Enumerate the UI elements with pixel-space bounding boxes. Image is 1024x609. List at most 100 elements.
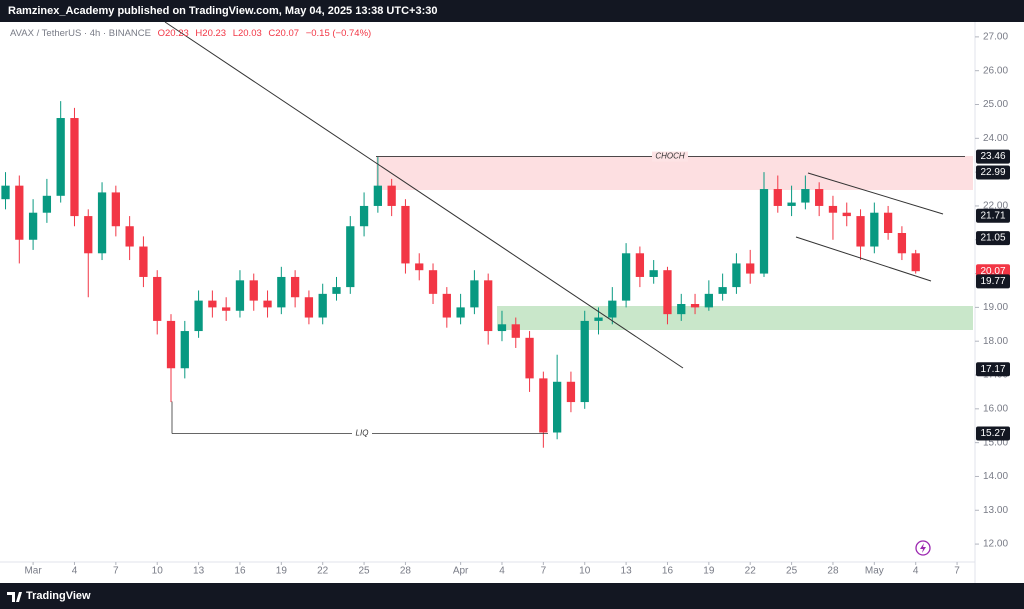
- candle-body: [842, 212, 851, 217]
- candle-body: [470, 280, 479, 308]
- ohlc-low: L20.03: [232, 28, 262, 39]
- x-tick-label: 7: [541, 566, 547, 577]
- choch-zone: [376, 156, 973, 190]
- candle-body: [677, 304, 686, 315]
- candle-body: [428, 270, 438, 294]
- candle-body: [70, 118, 79, 217]
- candle-body: [125, 226, 134, 247]
- alert-icon[interactable]: [915, 540, 931, 556]
- candle-body: [97, 192, 107, 254]
- candle-body: [84, 216, 93, 254]
- candle-body: [139, 246, 148, 277]
- wedge-line: [795, 236, 932, 282]
- candle-body: [801, 189, 810, 203]
- candle-body: [911, 253, 920, 272]
- candles: [1, 101, 920, 448]
- price-mark: [976, 426, 1010, 441]
- choch-label-bg: [652, 151, 688, 162]
- candle-body: [359, 205, 369, 227]
- price-mark-label: 17.17: [980, 364, 1005, 375]
- candle-body: [166, 320, 176, 369]
- candle-body: [346, 226, 355, 288]
- candle-body: [373, 185, 383, 206]
- x-tick-label: 7: [113, 566, 119, 577]
- candle-body: [456, 307, 465, 318]
- candle-body: [897, 232, 907, 254]
- candle-body: [263, 300, 272, 308]
- y-tick-label: 22.00: [983, 201, 1008, 212]
- candle-body: [525, 337, 534, 379]
- candle-body: [815, 189, 824, 206]
- x-tick-label: 28: [400, 566, 412, 577]
- x-tick-label: May: [865, 566, 884, 577]
- candle-body: [290, 276, 300, 298]
- candle-body: [856, 216, 865, 247]
- candle-body: [277, 276, 286, 308]
- candle-body: [566, 381, 576, 403]
- wedge-line: [807, 172, 944, 215]
- alert-icon-bolt: [920, 543, 926, 553]
- candle-body: [304, 297, 314, 318]
- candle-body: [828, 205, 838, 213]
- candle-body: [208, 300, 217, 308]
- y-tick-label: 24.00: [983, 133, 1008, 144]
- x-tick-label: 22: [745, 566, 757, 577]
- price-mark: [976, 274, 1010, 289]
- price-mark-label: 23.46: [980, 151, 1005, 162]
- candle-body: [870, 212, 879, 247]
- y-tick-label: 18.00: [983, 336, 1008, 347]
- candle-body: [759, 189, 769, 274]
- symbol-name: AVAX / TetherUS · 4h · BINANCE: [10, 28, 151, 39]
- candle-body: [883, 212, 893, 233]
- candle-body: [580, 320, 589, 403]
- candle-body: [594, 317, 603, 321]
- symbol-legend: AVAX / TetherUS · 4h · BINANCE O20.23 H2…: [10, 28, 371, 39]
- y-tick-label: 27.00: [983, 32, 1008, 43]
- footer-bar: TradingView: [0, 583, 1024, 609]
- y-tick-label: 25.00: [983, 99, 1008, 110]
- candle-body: [690, 304, 700, 308]
- x-tick-label: Mar: [24, 566, 42, 577]
- x-tick-label: 4: [499, 566, 505, 577]
- choch-label: CHOCH: [655, 152, 685, 161]
- liq-label-bg: [352, 428, 372, 439]
- price-mark-label: 19.77: [980, 276, 1005, 287]
- y-tick-label: 19.00: [983, 302, 1008, 313]
- x-tick-label: 16: [234, 566, 246, 577]
- candle-body: [194, 300, 203, 332]
- candle-body: [111, 192, 120, 227]
- candle-body: [415, 263, 424, 271]
- candle-body: [484, 280, 493, 332]
- x-tick-label: 28: [827, 566, 839, 577]
- x-tick-label: 4: [913, 566, 919, 577]
- candle-body: [773, 189, 782, 206]
- y-tick-label: 16.00: [983, 403, 1008, 414]
- candle-body: [553, 381, 562, 433]
- candle-body: [704, 293, 713, 308]
- candle-body: [663, 270, 672, 315]
- x-tick-label: 13: [193, 566, 205, 577]
- candle-body: [153, 276, 162, 321]
- price-mark-label: 22.99: [980, 167, 1005, 178]
- price-mark-label: 21.05: [980, 233, 1005, 244]
- x-tick-label: 25: [786, 566, 798, 577]
- demand-zone: [497, 306, 973, 330]
- candle-body: [249, 280, 258, 301]
- candle-body: [180, 331, 189, 369]
- trend-line: [164, 21, 684, 369]
- price-mark: [976, 208, 1010, 223]
- publisher-bar: Ramzinex_Academy published on TradingVie…: [0, 0, 1024, 22]
- y-tick-label: 14.00: [983, 471, 1008, 482]
- candle-body: [15, 185, 24, 240]
- ohlc-close: C20.07: [268, 28, 300, 39]
- price-mark-label: 21.71: [980, 210, 1005, 221]
- price-mark: [976, 165, 1010, 180]
- ohlc-open: O20.23: [157, 28, 189, 39]
- candle-body: [649, 270, 658, 277]
- y-tick-label: 26.00: [983, 65, 1008, 76]
- price-mark-label: 15.27: [980, 428, 1005, 439]
- candle-body: [28, 212, 38, 240]
- candle-body: [222, 307, 231, 311]
- ohlc-high: H20.23: [195, 28, 227, 39]
